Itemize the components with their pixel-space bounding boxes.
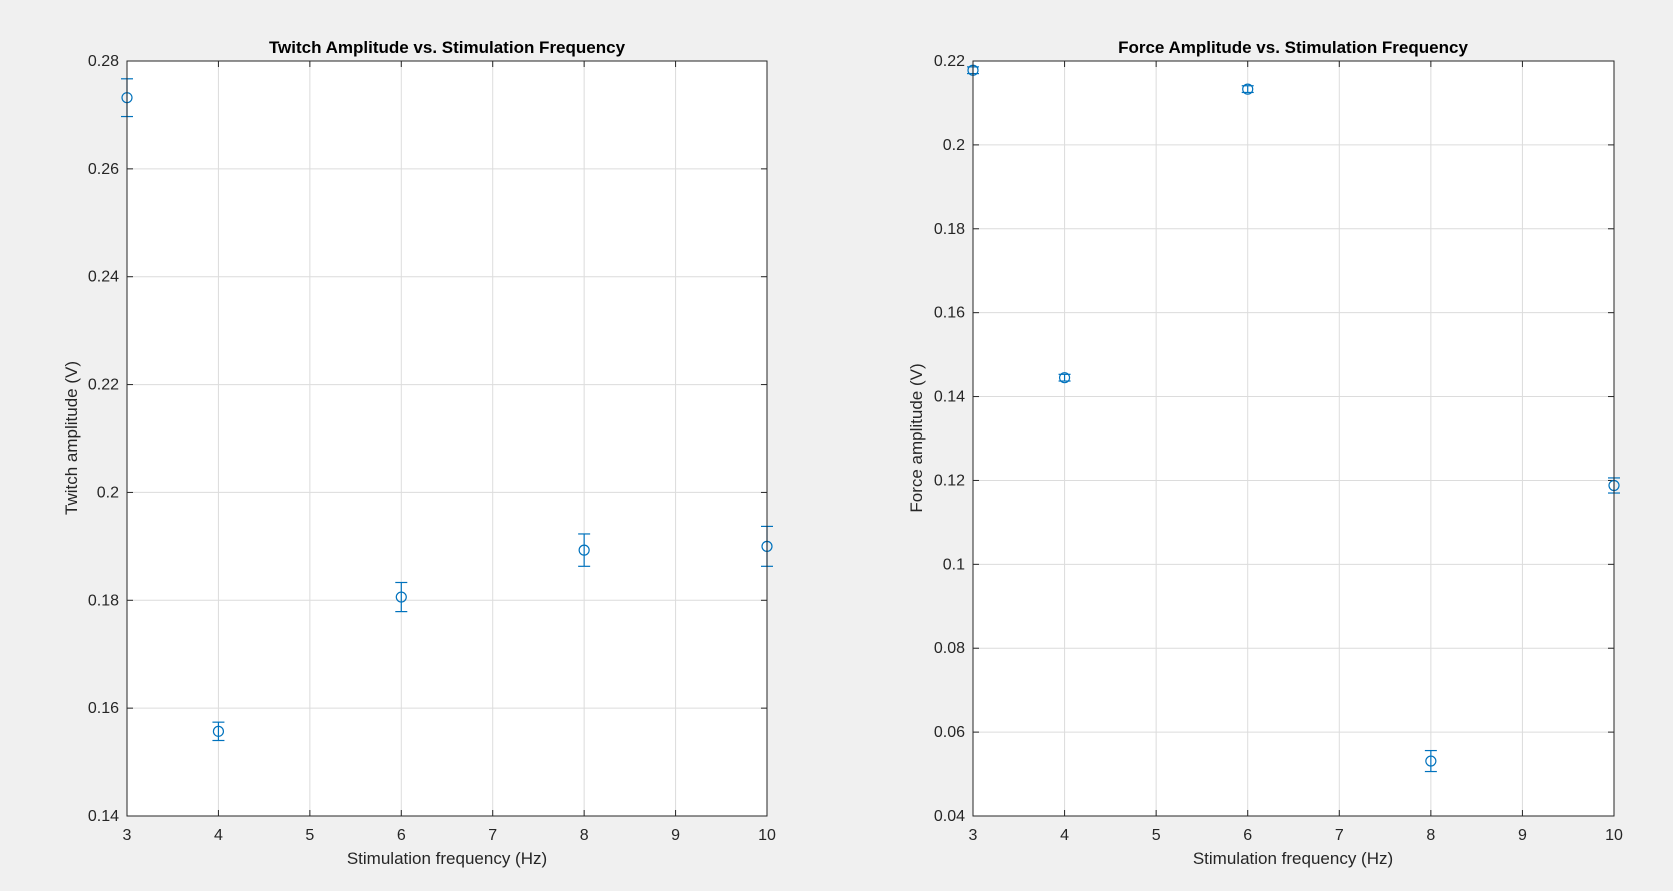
x-tick-label: 5 [1152,827,1161,844]
x-tick-label: 8 [580,827,589,844]
y-tick-label: 0.12 [934,472,965,489]
y-tick-label: 0.18 [88,592,119,609]
y-tick-label: 0.2 [97,484,119,501]
y-tick-label: 0.04 [934,808,965,825]
y-axis-label: Twitch amplitude (V) [62,361,81,515]
y-tick-labels: 0.14 0.16 0.18 0.2 0.22 0.24 0.26 0.28 [88,53,119,825]
x-tick-label: 3 [969,827,978,844]
y-tick-label: 0.16 [934,305,965,322]
y-tick-label: 0.22 [934,53,965,70]
axes-background [127,61,767,816]
y-tick-label: 0.14 [934,389,965,406]
y-tick-label: 0.2 [943,137,965,154]
y-axis-label: Force amplitude (V) [907,363,926,512]
x-tick-label: 7 [488,827,497,844]
data-marker [212,725,225,737]
x-tick-labels: 3 4 5 6 7 8 9 10 [969,827,1623,844]
data-point [1424,749,1437,773]
x-axis-label: Stimulation frequency (Hz) [1193,849,1393,868]
x-tick-label: 9 [671,827,680,844]
x-tick-label: 5 [305,827,314,844]
axes-background [973,61,1614,816]
data-point [1058,372,1071,384]
y-tick-label: 0.08 [934,640,965,657]
chart-title: Twitch Amplitude vs. Stimulation Frequen… [269,38,626,57]
data-marker [1425,755,1437,767]
x-tick-label: 3 [123,827,132,844]
grid-lines [973,61,1614,816]
data-point [1241,83,1254,95]
x-axis-label: Stimulation frequency (Hz) [347,849,547,868]
x-tick-label: 10 [758,827,776,844]
y-tick-label: 0.22 [88,377,119,394]
y-tick-label: 0.16 [88,700,119,717]
y-tick-label: 0.26 [88,161,119,178]
y-tick-label: 0.18 [934,221,965,238]
y-tick-label: 0.28 [88,53,119,70]
chart-title: Force Amplitude vs. Stimulation Frequenc… [1118,38,1468,57]
y-tick-label: 0.24 [88,269,119,286]
twitch-amplitude-plot: 3 4 5 6 7 8 9 10 0.14 0.16 0.18 0.2 0.22 0.24 0.26 0.2… [62,38,776,868]
x-tick-label: 9 [1518,827,1527,844]
x-tick-labels: 3 4 5 6 7 8 9 10 [123,827,776,844]
y-tick-label: 0.06 [934,724,965,741]
y-tick-label: 0.14 [88,808,119,825]
y-tick-labels: 0.04 0.06 0.08 0.1 0.12 0.14 0.16 0.18 0.2 0.22 [934,53,965,825]
data-point [395,581,408,613]
x-tick-label: 7 [1335,827,1344,844]
data-point [578,533,591,567]
x-tick-label: 6 [1243,827,1252,844]
data-marker [1058,372,1071,384]
y-tick-label: 0.1 [943,556,965,573]
force-amplitude-plot: 3 4 5 6 7 8 9 10 0.04 0.06 0.08 0.1 0.12 0.14 0.16 0.1… [907,38,1623,868]
grid-lines [127,61,767,816]
data-marker [395,591,407,603]
x-tick-label: 4 [1060,827,1069,844]
data-marker [1242,83,1254,95]
axes-box [126,60,768,817]
x-tick-label: 6 [397,827,406,844]
axes-box [972,60,1615,817]
x-tick-label: 4 [214,827,223,844]
x-tick-label: 10 [1605,827,1623,844]
x-tick-label: 8 [1426,827,1435,844]
data-point [212,721,225,742]
data-marker [578,544,590,556]
